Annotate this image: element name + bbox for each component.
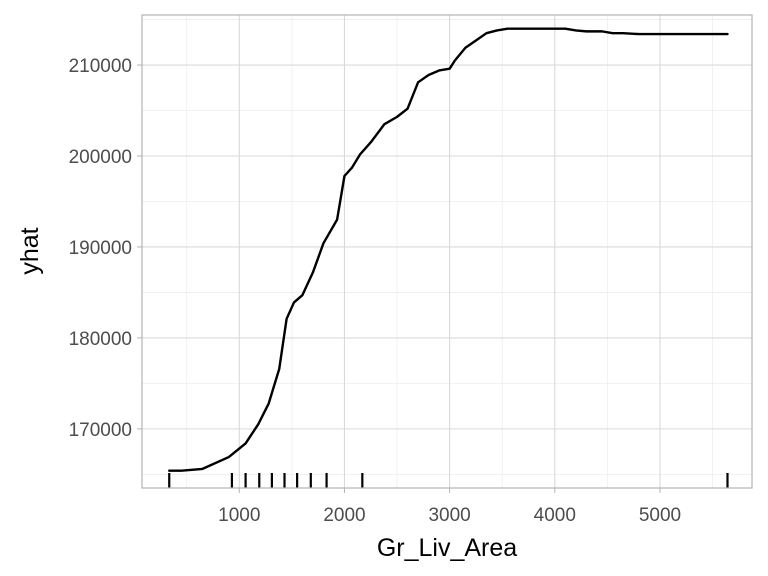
x-tick-label: 5000 (639, 505, 681, 526)
x-tick-label: 3000 (428, 505, 470, 526)
x-tick-label: 1000 (218, 505, 260, 526)
y-tick-label: 180000 (69, 329, 132, 350)
series-line (168, 27, 729, 472)
y-axis-ticks: 170000 180000 190000 200000 210000 (69, 56, 142, 441)
y-tick-label: 210000 (69, 56, 132, 77)
x-tick-label: 2000 (323, 505, 365, 526)
y-tick-label: 190000 (69, 238, 132, 259)
x-tick-label: 4000 (534, 505, 576, 526)
y-tick-label: 200000 (69, 147, 132, 168)
series-layer (168, 27, 729, 472)
panel-border (141, 14, 753, 489)
x-axis-title: Gr_Liv_Area (377, 534, 517, 562)
rug-marks (168, 473, 729, 488)
y-tick-label: 170000 (69, 420, 132, 441)
x-axis-ticks: 1000 2000 3000 4000 5000 (218, 488, 681, 526)
y-axis-title: yhat (16, 227, 44, 274)
minor-gridlines (142, 15, 752, 488)
major-gridlines (142, 15, 752, 488)
